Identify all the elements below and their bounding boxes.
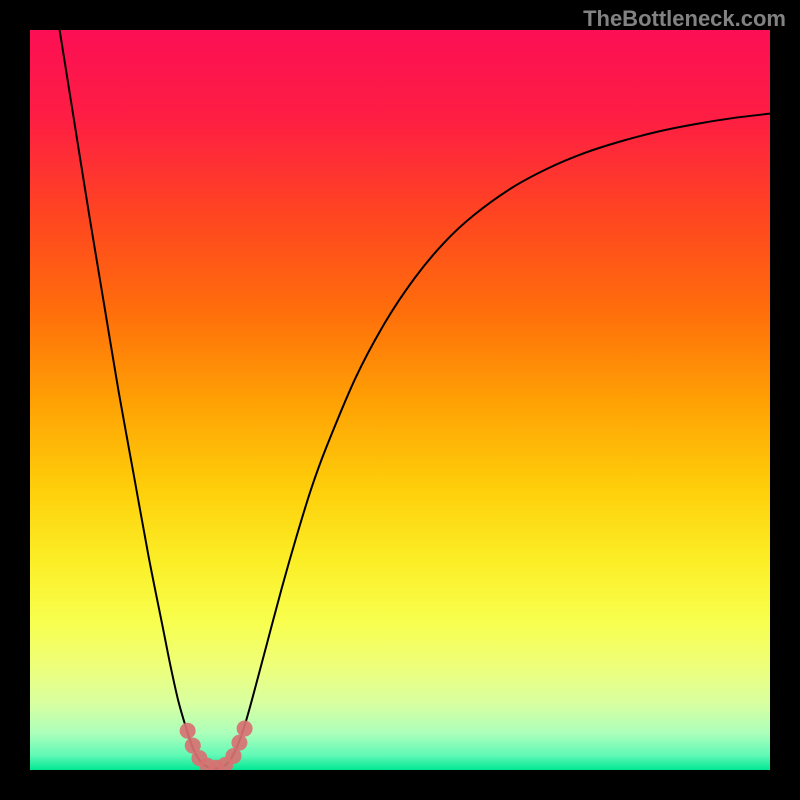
chart-plot-area — [30, 30, 770, 770]
data-marker — [231, 735, 247, 751]
chart-background-gradient — [30, 30, 770, 770]
chart-svg — [30, 30, 770, 770]
data-marker — [237, 721, 253, 737]
data-marker — [180, 723, 196, 739]
watermark-label: TheBottleneck.com — [583, 6, 786, 32]
